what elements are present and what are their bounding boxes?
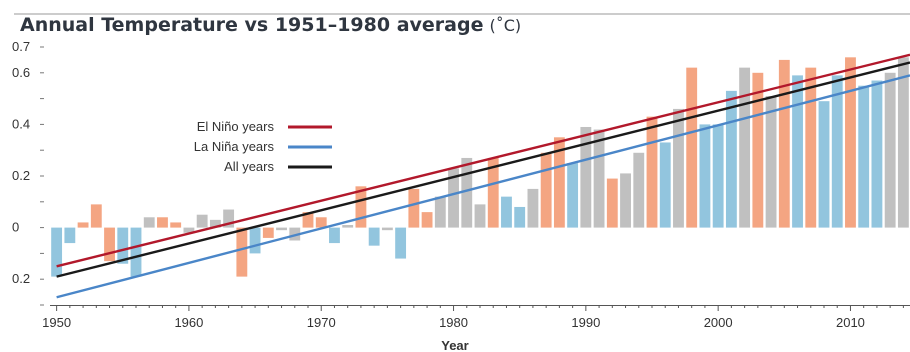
y-tick-label-2: 0.4	[12, 116, 30, 131]
bar-1993	[620, 173, 631, 228]
y-tick-label-1: 0.6	[12, 65, 30, 80]
bar-1999	[699, 124, 711, 228]
bar-1957	[143, 217, 155, 228]
bar-1970	[315, 217, 327, 228]
bar-1968	[289, 227, 301, 241]
bar-1975	[381, 227, 393, 231]
bar-1965	[249, 227, 261, 254]
bar-1990	[580, 126, 592, 228]
bar-2006	[792, 75, 803, 228]
x-tick-label-2000: 2000	[704, 315, 733, 330]
trendline-all	[56, 61, 910, 278]
legend: El Niño years La Niña years All years	[194, 119, 332, 174]
bars-group	[51, 57, 909, 277]
bar-2005	[778, 59, 790, 228]
bar-1980	[448, 168, 459, 228]
bar-2012	[871, 80, 883, 228]
bar-1955	[117, 227, 129, 264]
bar-1951	[64, 227, 76, 244]
bar-1991	[593, 129, 605, 228]
x-tick-label-1980: 1980	[439, 315, 468, 330]
bar-1960	[183, 227, 195, 233]
bar-2003	[752, 72, 764, 228]
bar-1997	[673, 108, 684, 228]
bar-1958	[157, 217, 168, 228]
bar-2010	[845, 57, 856, 228]
bar-1971	[329, 227, 340, 244]
bar-1989	[567, 163, 579, 228]
bar-1964	[236, 227, 248, 277]
bar-1986	[527, 188, 539, 228]
x-tick-label-1990: 1990	[571, 315, 600, 330]
x-axis-label: Year	[441, 338, 468, 352]
bar-1953	[90, 204, 102, 228]
bar-2007	[805, 67, 817, 228]
y-ticks: 0.7 0.6 0.4 0.2 0 0.2	[12, 39, 44, 306]
legend-label-la-nina: La Niña years	[194, 139, 275, 154]
bar-1998	[686, 67, 698, 228]
bar-2014	[897, 57, 909, 228]
bar-1966	[262, 227, 274, 238]
bar-1973	[355, 186, 367, 228]
bar-2002	[739, 67, 751, 228]
bar-1959	[170, 222, 182, 228]
bar-2008	[818, 101, 830, 228]
bar-1988	[553, 137, 565, 228]
bar-1954	[104, 227, 115, 262]
legend-label-all: All years	[224, 159, 274, 174]
bar-1984	[501, 196, 512, 228]
x-tick-label-1960: 1960	[174, 315, 203, 330]
bar-2009	[831, 75, 843, 228]
bar-1961	[196, 214, 208, 228]
bar-1985	[514, 206, 526, 228]
bar-1976	[395, 227, 407, 259]
bar-1967	[276, 227, 287, 231]
bar-1996	[659, 142, 671, 228]
x-ticks: 1950 1960 1970 1980 1990 2000 2010	[42, 305, 904, 330]
x-tick-label-2010: 2010	[836, 315, 865, 330]
bar-2011	[858, 85, 870, 228]
legend-label-el-nino: El Niño years	[197, 119, 275, 134]
bar-2004	[765, 96, 777, 228]
y-tick-label-5: 0.2	[12, 271, 30, 286]
bar-1952	[77, 222, 89, 228]
x-tick-label-1950: 1950	[42, 315, 71, 330]
bar-1987	[540, 152, 552, 228]
bar-2013	[884, 72, 896, 228]
bar-1977	[408, 188, 420, 228]
bar-1994	[633, 152, 645, 228]
bar-1963	[223, 209, 235, 228]
bar-2000	[712, 124, 724, 228]
bar-1972	[342, 225, 354, 228]
bar-1992	[606, 178, 618, 228]
bar-1969	[302, 212, 314, 228]
bar-1950	[51, 227, 63, 277]
bar-1981	[461, 157, 473, 228]
trendlines-group	[56, 53, 910, 299]
trendline-la-nina	[56, 74, 910, 299]
bar-1983	[487, 157, 499, 228]
bar-1962	[209, 219, 221, 228]
bar-1978	[421, 212, 433, 228]
y-tick-label-0: 0.7	[12, 39, 30, 54]
bar-1956	[130, 227, 142, 277]
x-tick-label-1970: 1970	[307, 315, 336, 330]
bar-1979	[434, 196, 446, 228]
y-tick-label-4: 0	[12, 220, 19, 235]
bar-1974	[368, 227, 380, 246]
bar-1982	[474, 204, 486, 228]
chart-title: Annual Temperature vs 1951–1980 average(…	[20, 14, 521, 36]
bar-2001	[725, 90, 737, 228]
y-tick-label-3: 0.2	[12, 168, 30, 183]
bar-1995	[646, 116, 658, 228]
trendline-el-nino	[56, 53, 910, 268]
